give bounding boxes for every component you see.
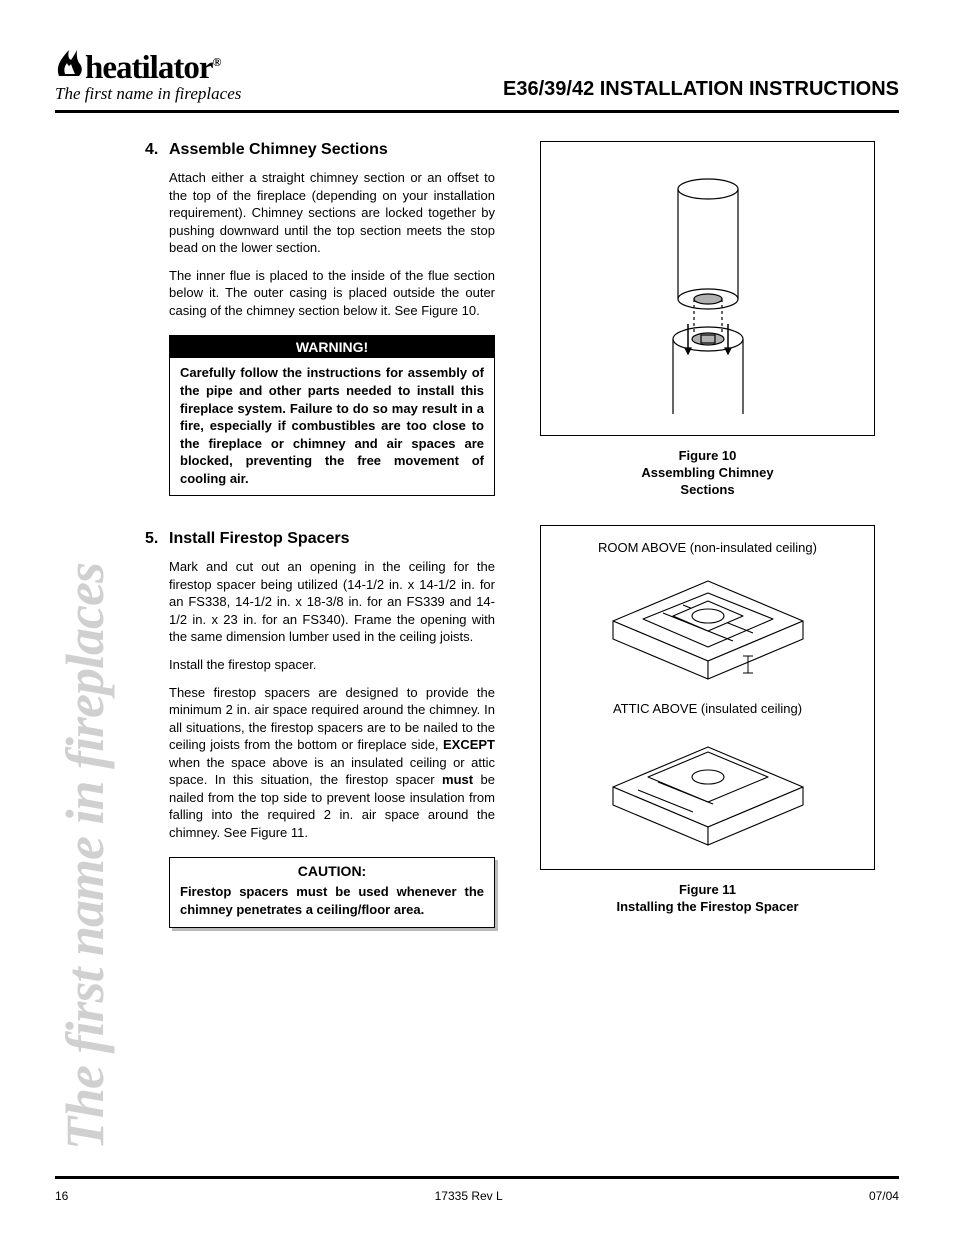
brand-name: heatilator® <box>55 50 260 82</box>
left-column: 4. Assemble Chimney Sections Attach eith… <box>145 141 495 962</box>
step-title: Assemble Chimney Sections <box>169 141 388 159</box>
caution-text: Firestop spacers must be used whenever t… <box>170 881 494 926</box>
fig11-top-label: ROOM ABOVE (non-insulated ceiling) <box>598 540 817 555</box>
warning-heading: WARNING! <box>170 336 494 358</box>
page: heatilator® The first name in fireplaces… <box>0 0 954 1235</box>
step-number: 5. <box>145 530 169 548</box>
brand-text: heatilator <box>85 50 212 86</box>
step-heading: 4. Assemble Chimney Sections <box>145 141 495 159</box>
footer-rule <box>55 1176 899 1179</box>
page-footer: 16 17335 Rev L 07/04 <box>55 1189 899 1203</box>
paragraph: These firestop spacers are designed to p… <box>169 684 495 842</box>
caption-line: Sections <box>680 482 734 497</box>
chimney-diagram <box>653 159 763 419</box>
caption-line: Assembling Chimney <box>641 465 773 480</box>
paragraph: The inner flue is placed to the inside o… <box>169 267 495 320</box>
caption-line: Figure 11 <box>679 882 736 897</box>
doc-id: 17335 Rev L <box>435 1189 503 1203</box>
fig11-bottom-label: ATTIC ABOVE (insulated ceiling) <box>613 701 802 716</box>
step-5: 5. Install Firestop Spacers Mark and cut… <box>145 530 495 927</box>
firestop-top-diagram <box>593 561 823 691</box>
caution-box: CAUTION: Firestop spacers must be used w… <box>169 857 495 927</box>
step-heading: 5. Install Firestop Spacers <box>145 530 495 548</box>
paragraph: Install the firestop spacer. <box>169 656 495 674</box>
caution-heading: CAUTION: <box>170 858 494 881</box>
flame-icon <box>55 50 85 78</box>
side-watermark: The first name in fireplaces <box>58 150 118 1150</box>
step-4: 4. Assemble Chimney Sections Attach eith… <box>145 141 495 496</box>
brand-tagline: The first name in fireplaces <box>55 84 260 104</box>
doc-date: 07/04 <box>869 1189 899 1203</box>
caption-line: Installing the Firestop Spacer <box>616 899 798 914</box>
step-body: Attach either a straight chimney section… <box>169 169 495 496</box>
figure-10-caption: Figure 10 Assembling Chimney Sections <box>540 448 875 499</box>
doc-title: E36/39/42 INSTALLATION INSTRUCTIONS <box>503 78 899 101</box>
firestop-bottom-diagram <box>593 722 823 852</box>
figure-11-caption: Figure 11 Installing the Firestop Spacer <box>540 882 875 916</box>
content-area: 4. Assemble Chimney Sections Attach eith… <box>145 141 899 962</box>
step-number: 4. <box>145 141 169 159</box>
warning-text: Carefully follow the instructions for as… <box>170 358 494 495</box>
paragraph: Attach either a straight chimney section… <box>169 169 495 257</box>
page-header: heatilator® The first name in fireplaces… <box>55 50 899 113</box>
step-body: Mark and cut out an opening in the ceili… <box>169 558 495 927</box>
brand-logo: heatilator® The first name in fireplaces <box>55 50 260 104</box>
warning-box: WARNING! Carefully follow the instructio… <box>169 335 495 496</box>
paragraph: Mark and cut out an opening in the ceili… <box>169 558 495 646</box>
page-number: 16 <box>55 1189 68 1203</box>
caption-line: Figure 10 <box>679 448 737 463</box>
figure-10-box <box>540 141 875 436</box>
right-column: Figure 10 Assembling Chimney Sections RO… <box>540 141 875 962</box>
figure-11-box: ROOM ABOVE (non-insulated ceiling) <box>540 525 875 870</box>
step-title: Install Firestop Spacers <box>169 530 350 548</box>
